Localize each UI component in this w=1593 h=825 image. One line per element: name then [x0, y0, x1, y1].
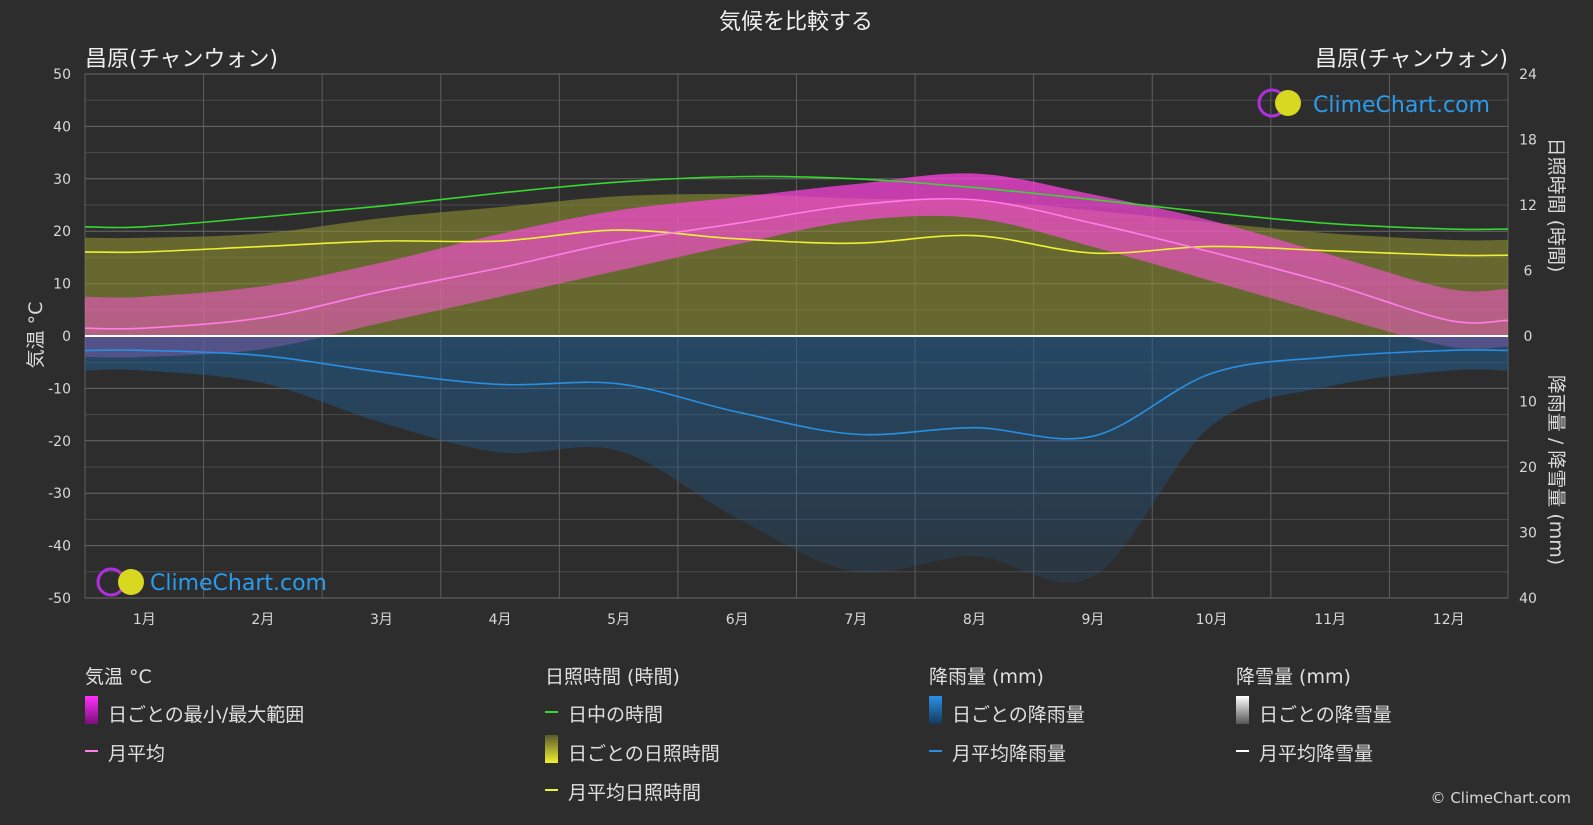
- axes: 50 40 30 20 10 0 -10 -20 -30 -40 -50 24 18 12 6 0 10 20 30…: [48, 67, 1537, 628]
- month-tick-label: 10月: [1196, 612, 1228, 628]
- legend-label: 月平均降雪量: [1259, 743, 1374, 765]
- sun-axis-label: 日照時間 (時間): [1545, 138, 1567, 273]
- legend-swatch: [85, 696, 98, 724]
- legend-snow: 降雪量 (mm) 日ごとの降雪量 月平均降雪量: [1236, 662, 1392, 778]
- month-tick-label: 1月: [133, 612, 156, 628]
- month-tick-label: 6月: [726, 612, 749, 628]
- series-lines: [84, 175, 1509, 440]
- temp-tick-label: 0: [62, 329, 71, 345]
- legend-rain: 降雨量 (mm) 日ごとの降雨量 月平均降雨量: [929, 662, 1085, 778]
- legend-item: 日ごとの降雪量: [1236, 696, 1392, 739]
- copyright: © ClimeChart.com: [1430, 789, 1571, 807]
- month-tick-label: 9月: [1081, 612, 1104, 628]
- location-left: 昌原(チャンウォン): [85, 47, 278, 72]
- legend-label: 月平均降雨量: [952, 743, 1067, 765]
- legend-label: 月平均: [108, 743, 166, 765]
- daylight-line: [84, 175, 1509, 231]
- month-tick-label: 4月: [489, 612, 512, 628]
- legend-item: 月平均日照時間: [545, 778, 720, 817]
- legend-header: 降雨量 (mm): [929, 666, 1044, 688]
- sun-tick-label: 0: [1524, 329, 1533, 345]
- legend-swatch: [929, 750, 942, 752]
- temp-tick-label: -50: [48, 591, 71, 607]
- month-tick-label: 2月: [251, 612, 274, 628]
- precip-tick-label: 10: [1519, 395, 1537, 411]
- legend-item: 月平均: [85, 739, 304, 778]
- temp-tick-label: 20: [53, 224, 71, 240]
- legend-swatch: [1236, 696, 1249, 724]
- sun-tick-label: 6: [1524, 264, 1533, 280]
- brand-text-bottom: ClimeChart.com: [150, 571, 327, 596]
- legend-sunshine: 日照時間 (時間) 日中の時間 日ごとの日照時間 月平均日照時間: [545, 662, 720, 817]
- rain-monthly-line: [84, 349, 1509, 440]
- legend-label: 日ごとの降雪量: [1259, 704, 1392, 726]
- temp-tick-label: 50: [53, 67, 71, 83]
- temp-tick-label: 30: [53, 172, 71, 188]
- chart-title: 気候を比較する: [719, 10, 873, 35]
- legend-item: 日ごとの日照時間: [545, 735, 720, 778]
- legend-item: 日ごとの最小/最大範囲: [85, 696, 305, 739]
- brand-text-top: ClimeChart.com: [1313, 93, 1490, 118]
- temp-tick-label: -40: [48, 539, 71, 555]
- logo-sun-icon: [118, 569, 144, 595]
- legend-swatch: [85, 750, 98, 752]
- legend-temperature: 気温 °C 日ごとの最小/最大範囲 月平均: [85, 662, 304, 778]
- brand-logo-top: ClimeChart.com: [1257, 88, 1490, 118]
- temperature-range-area: [85, 173, 1508, 358]
- sun-tick-label: 24: [1519, 67, 1537, 83]
- location-right: 昌原(チャンウォン): [1315, 47, 1508, 72]
- legend-label: 月平均日照時間: [568, 782, 702, 804]
- legend-item: 日中の時間: [545, 700, 720, 739]
- legend-swatch: [1236, 750, 1249, 752]
- logo-sun-icon: [1275, 90, 1301, 116]
- temp-tick-label: -10: [48, 381, 71, 397]
- legend-label: 日ごとの最小/最大範囲: [108, 704, 305, 726]
- temp-monthly-line: [84, 197, 1509, 330]
- month-tick-label: 11月: [1314, 612, 1346, 628]
- rain-daily-fill: [85, 336, 1508, 583]
- legend-swatch: [545, 789, 558, 791]
- sun-tick-label: 12: [1519, 198, 1537, 214]
- month-tick-label: 7月: [844, 612, 867, 628]
- brand-logo-bottom: ClimeChart.com: [96, 567, 327, 597]
- temp-tick-label: 10: [53, 277, 71, 293]
- sunshine-monthly-line: [84, 229, 1509, 257]
- month-tick-label: 3月: [370, 612, 393, 628]
- legend-header: 気温 °C: [85, 666, 152, 688]
- precip-tick-label: 20: [1519, 460, 1537, 476]
- legend-header: 日照時間 (時間): [545, 666, 680, 688]
- legend-swatch: [545, 711, 558, 713]
- legend-label: 日中の時間: [568, 704, 664, 726]
- legend-label: 日ごとの日照時間: [568, 743, 720, 765]
- month-tick-label: 5月: [607, 612, 630, 628]
- temp-tick-label: 40: [53, 119, 71, 135]
- temp-tick-label: -30: [48, 486, 71, 502]
- legend-swatch: [545, 735, 558, 763]
- month-tick-label: 12月: [1433, 612, 1465, 628]
- legend-item: 月平均降雨量: [929, 739, 1085, 778]
- legend-header: 降雪量 (mm): [1236, 666, 1351, 688]
- month-tick-label: 8月: [963, 612, 986, 628]
- temp-tick-label: -20: [48, 434, 71, 450]
- sun-tick-label: 18: [1519, 133, 1537, 149]
- legend-item: 月平均降雪量: [1236, 739, 1392, 778]
- temperature-range-fill: [85, 173, 1508, 358]
- precip-axis-label: 降雨量 / 降雪量 (mm): [1545, 375, 1567, 565]
- temp-axis-label: 気温 °C: [25, 302, 47, 369]
- legend-swatch: [929, 696, 942, 724]
- precip-tick-label: 40: [1519, 591, 1537, 607]
- legend-item: 日ごとの降雨量: [929, 696, 1085, 739]
- precip-tick-label: 30: [1519, 526, 1537, 542]
- legend-label: 日ごとの降雨量: [952, 704, 1085, 726]
- rain-daily-area: [85, 336, 1508, 583]
